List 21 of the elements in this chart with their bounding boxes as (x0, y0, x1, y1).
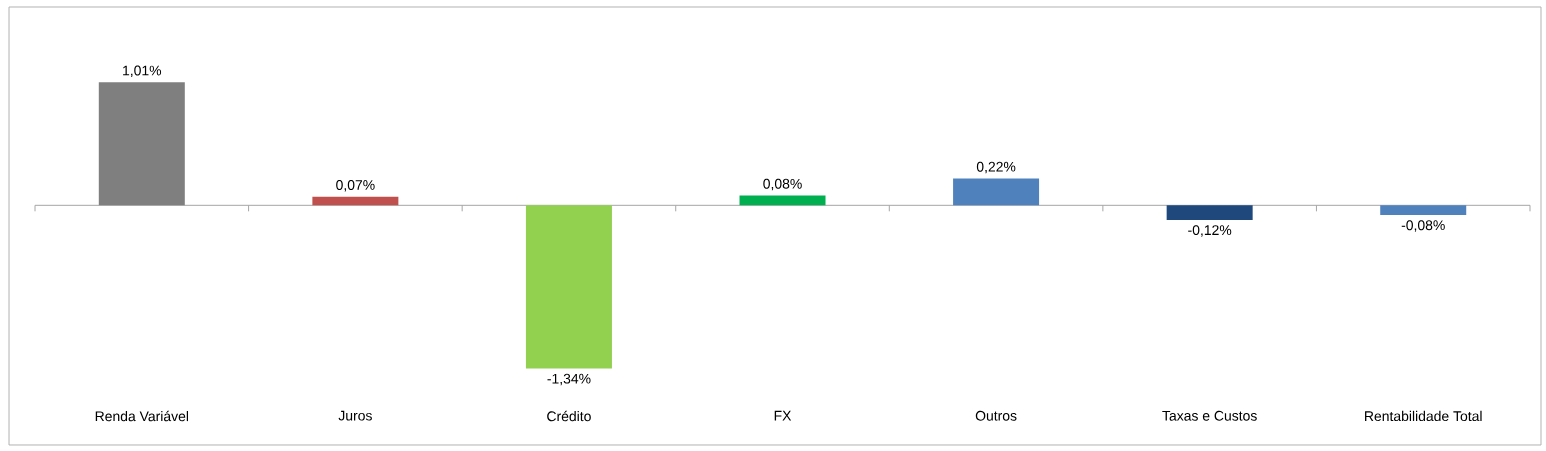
bar (1166, 205, 1253, 220)
x-tick-label: FX (774, 410, 792, 421)
data-label: -0,08% (1401, 220, 1445, 232)
data-label: -1,34% (547, 373, 591, 386)
bar (312, 196, 399, 206)
data-label: 0,08% (763, 178, 802, 191)
x-tick-label: Juros (338, 410, 372, 421)
x-tick-label: Taxas e Custos (1162, 410, 1257, 421)
data-label: 0,22% (976, 161, 1016, 174)
bar (739, 195, 826, 206)
bar (953, 178, 1040, 206)
x-tick-label: Crédito (547, 410, 591, 422)
bar (1380, 205, 1467, 216)
data-label: -0,12% (1188, 225, 1232, 237)
x-tick-label: Renda Variável (95, 410, 189, 422)
x-tick-label: Rentabilidade Total (1365, 410, 1482, 422)
data-label: 0,07% (336, 180, 375, 192)
bar (98, 82, 185, 206)
data-label: 1,01% (123, 65, 162, 78)
bar (525, 205, 612, 369)
x-tick-label: Outros (975, 410, 1017, 421)
